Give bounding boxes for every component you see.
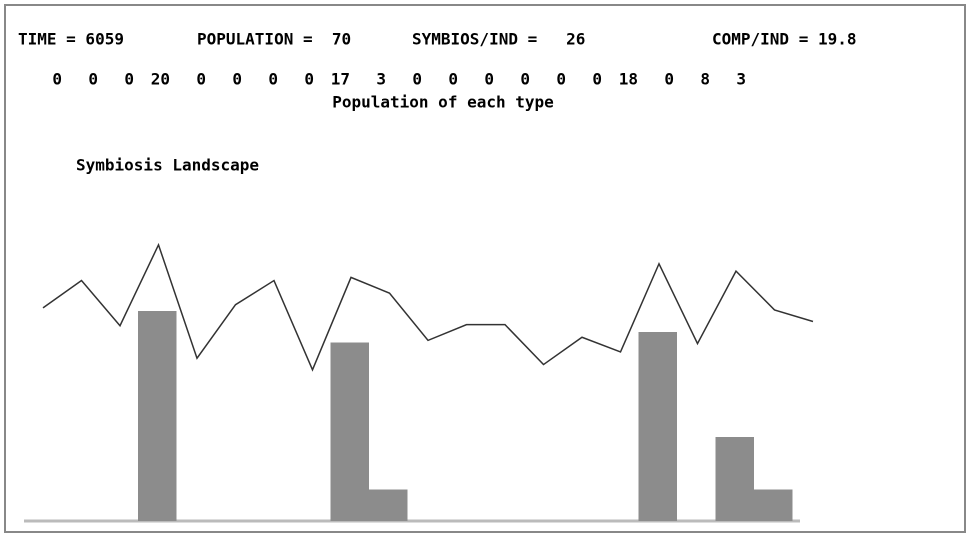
comp-per-ind: COMP/IND = 19.8	[712, 30, 857, 49]
type-count: 0	[124, 70, 134, 89]
bar	[369, 489, 408, 521]
type-count: 0	[304, 70, 314, 89]
type-count: 0	[52, 70, 62, 89]
bar	[138, 311, 177, 521]
type-count: 0	[88, 70, 98, 89]
landscape-line	[42, 242, 814, 372]
type-count: 0	[664, 70, 674, 89]
type-count: 0	[232, 70, 242, 89]
type-count: 20	[151, 70, 170, 89]
bar	[754, 489, 793, 521]
bar	[638, 332, 677, 521]
type-count: 0	[448, 70, 458, 89]
counts-title: Population of each type	[332, 93, 554, 112]
population: POPULATION = 70	[197, 30, 351, 49]
type-count: 17	[331, 70, 350, 89]
time: TIME = 6059	[18, 30, 124, 49]
type-count: 0	[412, 70, 422, 89]
symbios-per-ind: SYMBIOS/IND = 26	[412, 30, 585, 49]
type-count: 0	[556, 70, 566, 89]
bar	[330, 342, 369, 521]
type-count: 3	[376, 70, 386, 89]
type-count: 0	[520, 70, 530, 89]
type-count: 0	[484, 70, 494, 89]
type-count: 8	[700, 70, 710, 89]
chart-title: Symbiosis Landscape	[76, 156, 259, 175]
type-count: 3	[736, 70, 746, 89]
type-count: 0	[196, 70, 206, 89]
type-count: 0	[592, 70, 602, 89]
type-count: 18	[619, 70, 638, 89]
type-count: 0	[268, 70, 278, 89]
bar	[715, 437, 754, 521]
